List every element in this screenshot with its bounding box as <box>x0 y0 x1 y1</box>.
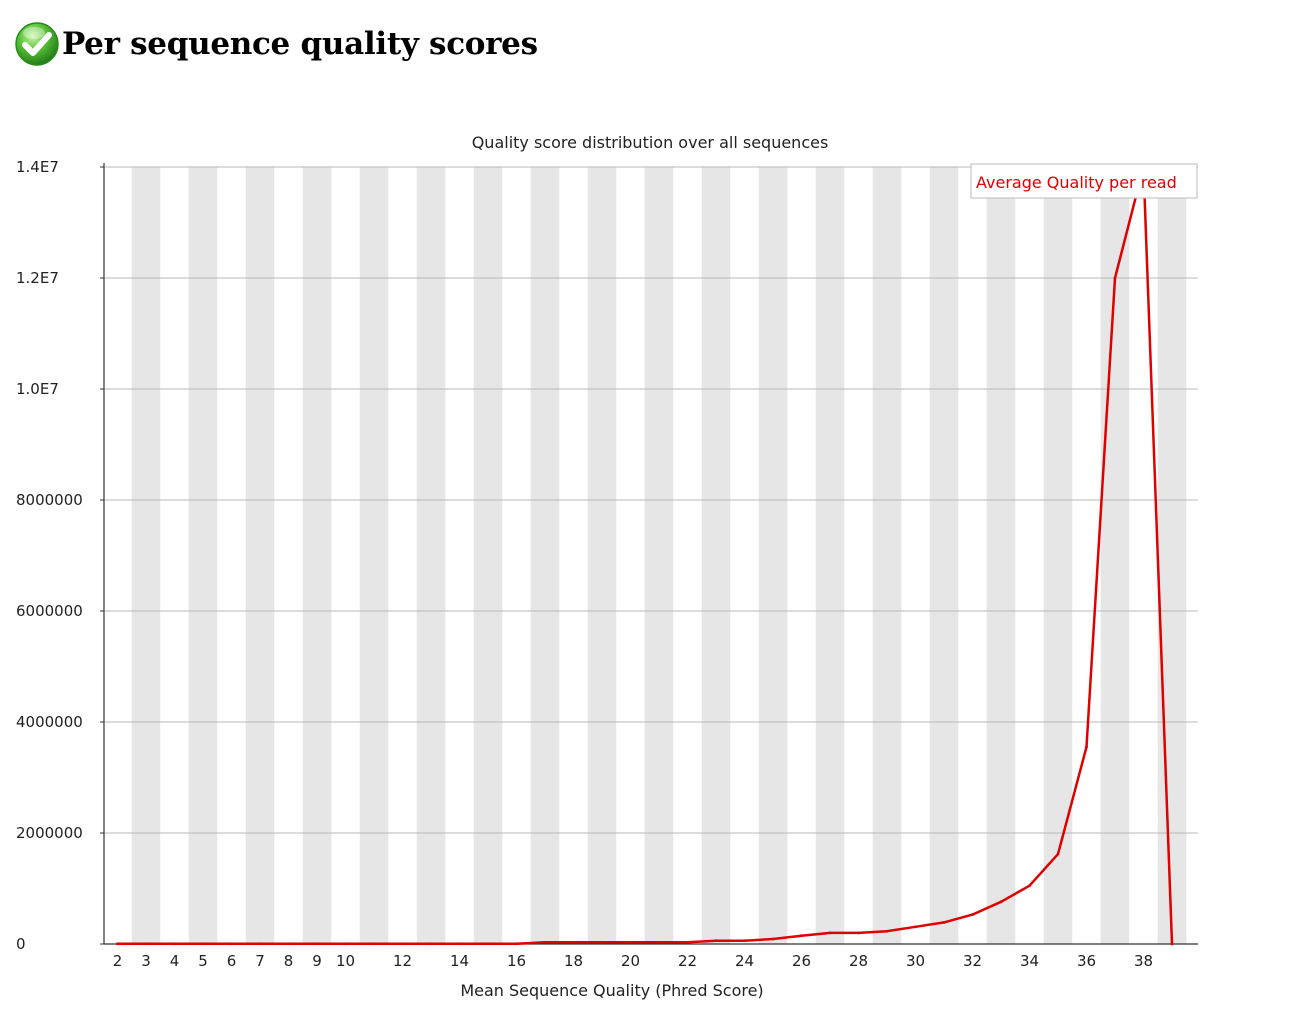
series-line <box>117 165 1174 945</box>
column-band <box>701 167 731 944</box>
data-point <box>429 942 433 946</box>
data-point <box>771 937 775 941</box>
x-tick-label: 26 <box>792 952 811 970</box>
column-band <box>587 167 617 944</box>
x-tick-label: 14 <box>450 952 469 970</box>
chart-title: Quality score distribution over all sequ… <box>472 133 829 152</box>
column-band <box>815 167 845 944</box>
x-tick-label: 2 <box>113 952 123 970</box>
data-point <box>230 942 233 946</box>
data-point <box>971 913 974 916</box>
data-point <box>173 942 176 946</box>
column-band <box>131 167 161 944</box>
column-band <box>872 167 902 944</box>
x-tick-label: 24 <box>735 952 754 970</box>
data-point <box>1028 884 1031 888</box>
x-tick-label: 12 <box>393 952 412 970</box>
y-tick-label: 1.4E7 <box>16 158 59 176</box>
x-tick-label: 36 <box>1077 952 1096 970</box>
y-tick-label: 0 <box>16 935 26 953</box>
data-point <box>914 925 917 929</box>
y-tick-label: 2000000 <box>16 824 83 842</box>
x-tick-label: 7 <box>255 952 265 970</box>
data-point <box>201 942 205 946</box>
column-band <box>245 167 275 944</box>
x-tick-label: 18 <box>564 952 583 970</box>
data-point <box>458 942 461 946</box>
data-point <box>1113 276 1117 280</box>
data-point <box>828 931 832 935</box>
data-point <box>401 942 404 946</box>
data-point <box>857 931 860 935</box>
x-tick-label: 34 <box>1020 952 1039 970</box>
column-band <box>644 167 674 944</box>
data-point <box>1170 942 1174 946</box>
data-point <box>258 942 262 946</box>
data-point <box>657 940 661 944</box>
data-point <box>543 940 547 944</box>
data-point <box>1085 745 1088 749</box>
pass-check-icon <box>15 22 59 66</box>
data-point <box>629 940 632 944</box>
y-tick-label: 1.2E7 <box>16 269 59 287</box>
column-band <box>929 167 959 944</box>
data-point <box>344 942 347 946</box>
legend-entry: Average Quality per read <box>976 173 1177 192</box>
data-point <box>686 940 689 944</box>
data-point <box>116 942 119 946</box>
data-point <box>572 940 575 944</box>
x-tick-label: 6 <box>227 952 237 970</box>
section-header: Per sequence quality scores <box>14 16 538 72</box>
data-point <box>372 942 376 946</box>
data-point <box>714 939 718 943</box>
data-point <box>743 939 746 943</box>
data-point <box>942 920 946 924</box>
x-tick-label: 3 <box>141 952 151 970</box>
column-band <box>1043 167 1073 944</box>
y-tick-label: 4000000 <box>16 713 83 731</box>
x-tick-label: 4 <box>170 952 180 970</box>
legend-box <box>970 163 1198 199</box>
data-point <box>287 942 290 946</box>
x-tick-label: 20 <box>621 952 640 970</box>
y-tick-label: 1.0E7 <box>16 380 59 398</box>
data-point <box>999 900 1003 904</box>
data-point <box>600 940 604 944</box>
x-tick-label: 9 <box>312 952 322 970</box>
column-band <box>359 167 389 944</box>
x-tick-label: 10 <box>336 952 355 970</box>
column-band <box>302 167 332 944</box>
y-tick-label: 6000000 <box>16 602 83 620</box>
data-point <box>486 942 490 946</box>
x-tick-label: 28 <box>849 952 868 970</box>
column-band <box>530 167 560 944</box>
column-band <box>416 167 446 944</box>
y-tick-label: 8000000 <box>16 491 83 509</box>
data-point <box>800 934 803 938</box>
data-point <box>144 942 148 946</box>
data-point <box>885 929 889 933</box>
data-point <box>1056 852 1060 856</box>
column-band <box>758 167 788 944</box>
x-tick-label: 16 <box>507 952 526 970</box>
data-point <box>315 942 319 946</box>
column-band <box>473 167 503 944</box>
x-axis-title: Mean Sequence Quality (Phred Score) <box>460 981 763 1000</box>
x-tick-label: 8 <box>284 952 294 970</box>
page-title: Per sequence quality scores <box>62 26 538 62</box>
column-band <box>1157 167 1187 944</box>
x-tick-label: 32 <box>963 952 982 970</box>
x-tick-label: 30 <box>906 952 925 970</box>
column-band <box>188 167 218 944</box>
x-tick-label: 5 <box>198 952 208 970</box>
column-band <box>986 167 1016 944</box>
x-tick-label: 38 <box>1134 952 1153 970</box>
data-point <box>515 942 518 946</box>
x-tick-label: 22 <box>678 952 697 970</box>
